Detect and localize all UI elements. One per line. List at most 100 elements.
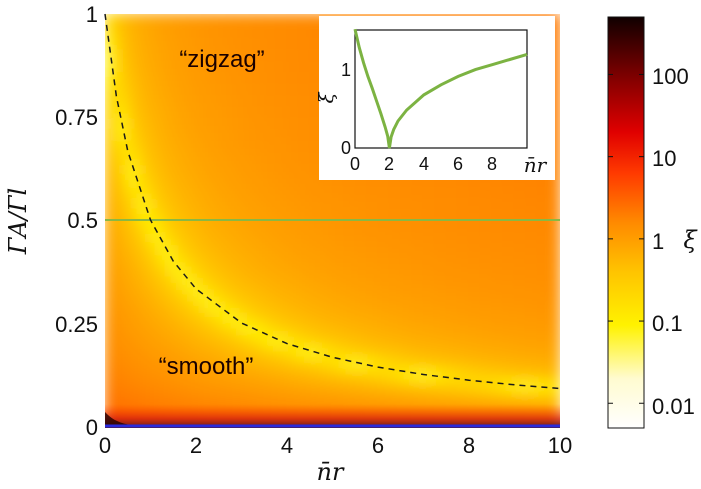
heatmap-cell [115,127,128,140]
heatmap-cell [115,368,128,381]
heatmap-cell [525,242,538,255]
heatmap-cell [252,139,265,152]
heatmap-cell [366,219,379,232]
heatmap-cell [514,230,527,243]
heatmap-cell [445,242,458,255]
heatmap-cell [434,219,447,232]
heatmap-cell [354,230,367,243]
x-tick-label: 10 [548,433,572,458]
heatmap-cell [423,356,436,369]
heatmap-cell [388,345,401,358]
heatmap-cell [206,333,219,346]
heatmap-cell [229,162,242,175]
heatmap-cell [161,196,174,209]
heatmap-cell [104,276,117,289]
heatmap-cell [502,196,515,209]
heatmap-cell [366,208,379,221]
heatmap-cell [195,105,208,118]
heatmap-cell [434,299,447,312]
heatmap-cell [206,173,219,186]
heatmap-cell [150,265,163,278]
heatmap-cell [229,116,242,129]
heatmap-cell [150,208,163,221]
heatmap-cell [320,208,333,221]
heatmap-cell [241,230,254,243]
heatmap-cell [115,379,128,392]
heatmap-cell [286,379,299,392]
heatmap-cell [309,208,322,221]
heatmap-cell [206,185,219,198]
heatmap-cell [184,116,197,129]
heatmap-cell [502,208,515,221]
heatmap-cell [127,47,140,60]
heatmap-cell [320,288,333,301]
heatmap-cell [548,288,561,301]
heatmap-cell [104,150,117,163]
heatmap-cell [184,242,197,255]
heatmap-cell [195,288,208,301]
heatmap-cell [354,391,367,404]
heatmap-cell [218,219,231,232]
heatmap-cell [536,345,549,358]
heatmap-cell [172,276,185,289]
heatmap-cell [104,36,117,49]
colorbar: 0.01 0.1 1 10 100 ξ [608,17,698,428]
heatmap-cell [332,196,345,209]
heatmap-cell [161,47,174,60]
heatmap-cell [423,322,436,335]
heatmap-cell [343,299,356,312]
heatmap-cell [184,127,197,140]
heatmap-cell [297,242,310,255]
heatmap-cell [548,379,561,392]
heatmap-cell [468,299,481,312]
heatmap-cell [218,288,231,301]
heatmap-cell [138,13,151,26]
heatmap-cell [150,82,163,95]
heatmap-cell [127,356,140,369]
heatmap-cell [229,127,242,140]
heatmap-cell [354,333,367,346]
heatmap-cell [309,253,322,266]
heatmap-cell [297,162,310,175]
heatmap-cell [138,379,151,392]
heatmap-cell [502,276,515,289]
heatmap-cell [468,265,481,278]
heatmap-cell [491,253,504,266]
heatmap-cell [309,219,322,232]
heatmap-cell [309,356,322,369]
heatmap-cell [218,82,231,95]
heatmap-cell [343,322,356,335]
heatmap-cell [479,253,492,266]
heatmap-cell [445,219,458,232]
heatmap-cell [195,242,208,255]
heatmap-cell [127,379,140,392]
heatmap-cell [263,230,276,243]
heatmap-cell [366,356,379,369]
heatmap-cell [411,288,424,301]
heatmap-cell [479,345,492,358]
heatmap-cell [138,391,151,404]
heatmap-cell [275,196,288,209]
heatmap-cell [241,253,254,266]
heatmap-cell [320,311,333,324]
heatmap-cell [377,379,390,392]
heatmap-cell [218,333,231,346]
heatmap-cell [195,150,208,163]
colorbar-tick-label: 100 [652,64,689,89]
heatmap-cell [343,311,356,324]
heatmap-cell [286,162,299,175]
heatmap-cell [354,265,367,278]
heatmap-cell [218,230,231,243]
heatmap-cell [525,299,538,312]
heatmap-cell [491,299,504,312]
heatmap-cell [161,276,174,289]
heatmap-cell [491,379,504,392]
heatmap-cell [104,70,117,83]
heatmap-cell [491,276,504,289]
heatmap-cell [263,105,276,118]
colorbar-tick-label: 0.1 [652,311,683,336]
heatmap-cell [400,356,413,369]
heatmap-cell [150,36,163,49]
heatmap-cell [218,379,231,392]
heatmap-cell [297,253,310,266]
